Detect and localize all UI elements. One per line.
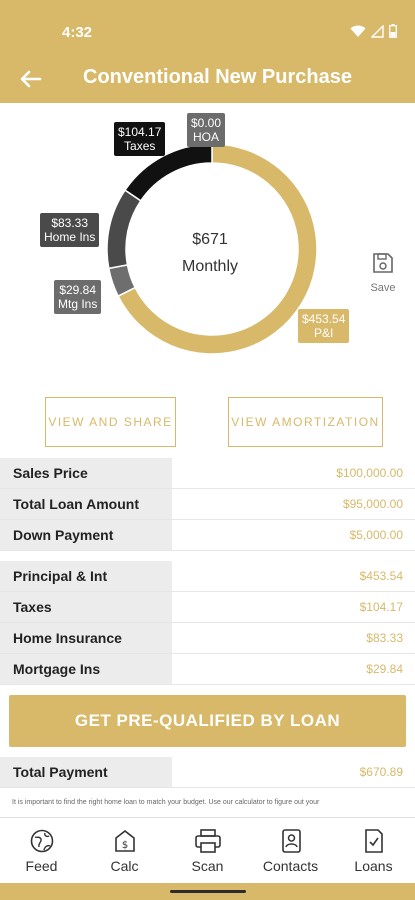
row-label: Down Payment xyxy=(0,520,172,550)
donut-chart-svg xyxy=(106,143,318,355)
save-label: Save xyxy=(370,282,396,294)
slice-label-home-ins: $83.33 Home Ins xyxy=(40,213,100,247)
status-icons xyxy=(350,24,397,38)
bottom-nav: Feed $ Calc Scan Contacts Loans xyxy=(0,817,415,883)
wifi-icon xyxy=(350,25,366,37)
gesture-handle[interactable] xyxy=(170,890,246,893)
row-label: Sales Price xyxy=(0,458,172,488)
nav-item-feed[interactable]: Feed xyxy=(0,818,83,883)
nav-label: Feed xyxy=(25,858,58,874)
nav-item-scan[interactable]: Scan xyxy=(166,818,249,883)
view-and-share-button[interactable]: VIEW AND SHARE xyxy=(45,397,176,447)
battery-icon xyxy=(389,24,397,38)
nav-label: Scan xyxy=(191,858,224,874)
svg-text:$: $ xyxy=(121,840,127,851)
nav-item-calc[interactable]: $ Calc xyxy=(83,818,166,883)
table-row: Principal & Int $453.54 xyxy=(0,561,415,592)
globe-icon xyxy=(30,829,53,853)
slice-label-mtg-ins: $29.84 Mtg Ins xyxy=(54,280,102,314)
slice-label-taxes: $104.17 Taxes xyxy=(114,122,166,156)
row-value: $670.89 xyxy=(359,765,403,779)
signal-icon xyxy=(371,24,384,38)
donut-slice-p-i xyxy=(117,143,318,355)
slice-label-hoa: $0.00 HOA xyxy=(187,113,226,147)
back-button[interactable] xyxy=(16,64,46,94)
table-row: Home Insurance $83.33 xyxy=(0,623,415,654)
nav-label: Calc xyxy=(110,858,139,874)
floppy-disk-icon xyxy=(373,253,393,273)
nav-item-contacts[interactable]: Contacts xyxy=(249,818,332,883)
chart-center-label: Monthly xyxy=(181,258,239,275)
donut-slice-taxes xyxy=(124,143,213,202)
slice-label-pi: $453.54 P&I xyxy=(298,309,350,343)
table-row: Sales Price $100,000.00 xyxy=(0,458,415,489)
donut-slice-home-ins xyxy=(106,189,142,270)
total-payment-row: Total Payment $670.89 xyxy=(0,757,415,788)
row-value: $453.54 xyxy=(359,569,403,583)
row-label: Taxes xyxy=(0,592,172,622)
row-value: $5,000.00 xyxy=(349,528,403,542)
loan-summary-table: Sales Price $100,000.00 Total Loan Amount… xyxy=(0,458,415,551)
calculator-icon: $ xyxy=(114,829,135,852)
contacts-icon xyxy=(281,829,301,853)
table-row: Total Payment $670.89 xyxy=(0,757,415,788)
printer-icon xyxy=(194,829,221,853)
arrow-left-icon xyxy=(20,70,42,88)
row-label: Principal & Int xyxy=(0,561,172,591)
nav-item-loans[interactable]: Loans xyxy=(332,818,415,883)
table-row: Mortgage Ins $29.84 xyxy=(0,654,415,685)
chart-center-amount: $671 xyxy=(192,231,228,248)
payment-donut-chart: $671 Monthly $104.17 Taxes $0.00 HOA $83… xyxy=(0,103,415,383)
row-value: $83.33 xyxy=(366,631,403,645)
status-time: 4:32 xyxy=(62,24,93,41)
view-amortization-button[interactable]: VIEW AMORTIZATION xyxy=(228,397,383,447)
row-label: Total Loan Amount xyxy=(0,489,172,519)
table-row: Taxes $104.17 xyxy=(0,592,415,623)
row-label: Mortgage Ins xyxy=(0,654,172,684)
page-title: Conventional New Purchase xyxy=(83,66,352,88)
nav-label: Loans xyxy=(354,858,393,874)
row-value: $100,000.00 xyxy=(336,466,403,480)
disclaimer-text: It is important to find the right home l… xyxy=(12,799,320,806)
gesture-bar-area xyxy=(0,883,415,900)
nav-label: Contacts xyxy=(262,858,319,874)
row-value: $104.17 xyxy=(359,600,403,614)
table-row: Total Loan Amount $95,000.00 xyxy=(0,489,415,520)
row-label: Home Insurance xyxy=(0,623,172,653)
document-icon xyxy=(364,829,383,853)
get-prequalified-button[interactable]: GET PRE-QUALIFIED BY LOAN xyxy=(9,695,406,747)
table-row: Down Payment $5,000.00 xyxy=(0,520,415,551)
save-button[interactable]: Save xyxy=(366,251,400,294)
row-value: $29.84 xyxy=(366,662,403,676)
status-bar: 4:32 xyxy=(0,0,415,64)
row-value: $95,000.00 xyxy=(342,497,403,511)
app-header: 4:32 Conventional New Purchase xyxy=(0,0,415,103)
row-label: Total Payment xyxy=(0,757,172,787)
payment-breakdown-table: Principal & Int $453.54 Taxes $104.17 Home… xyxy=(0,561,415,685)
